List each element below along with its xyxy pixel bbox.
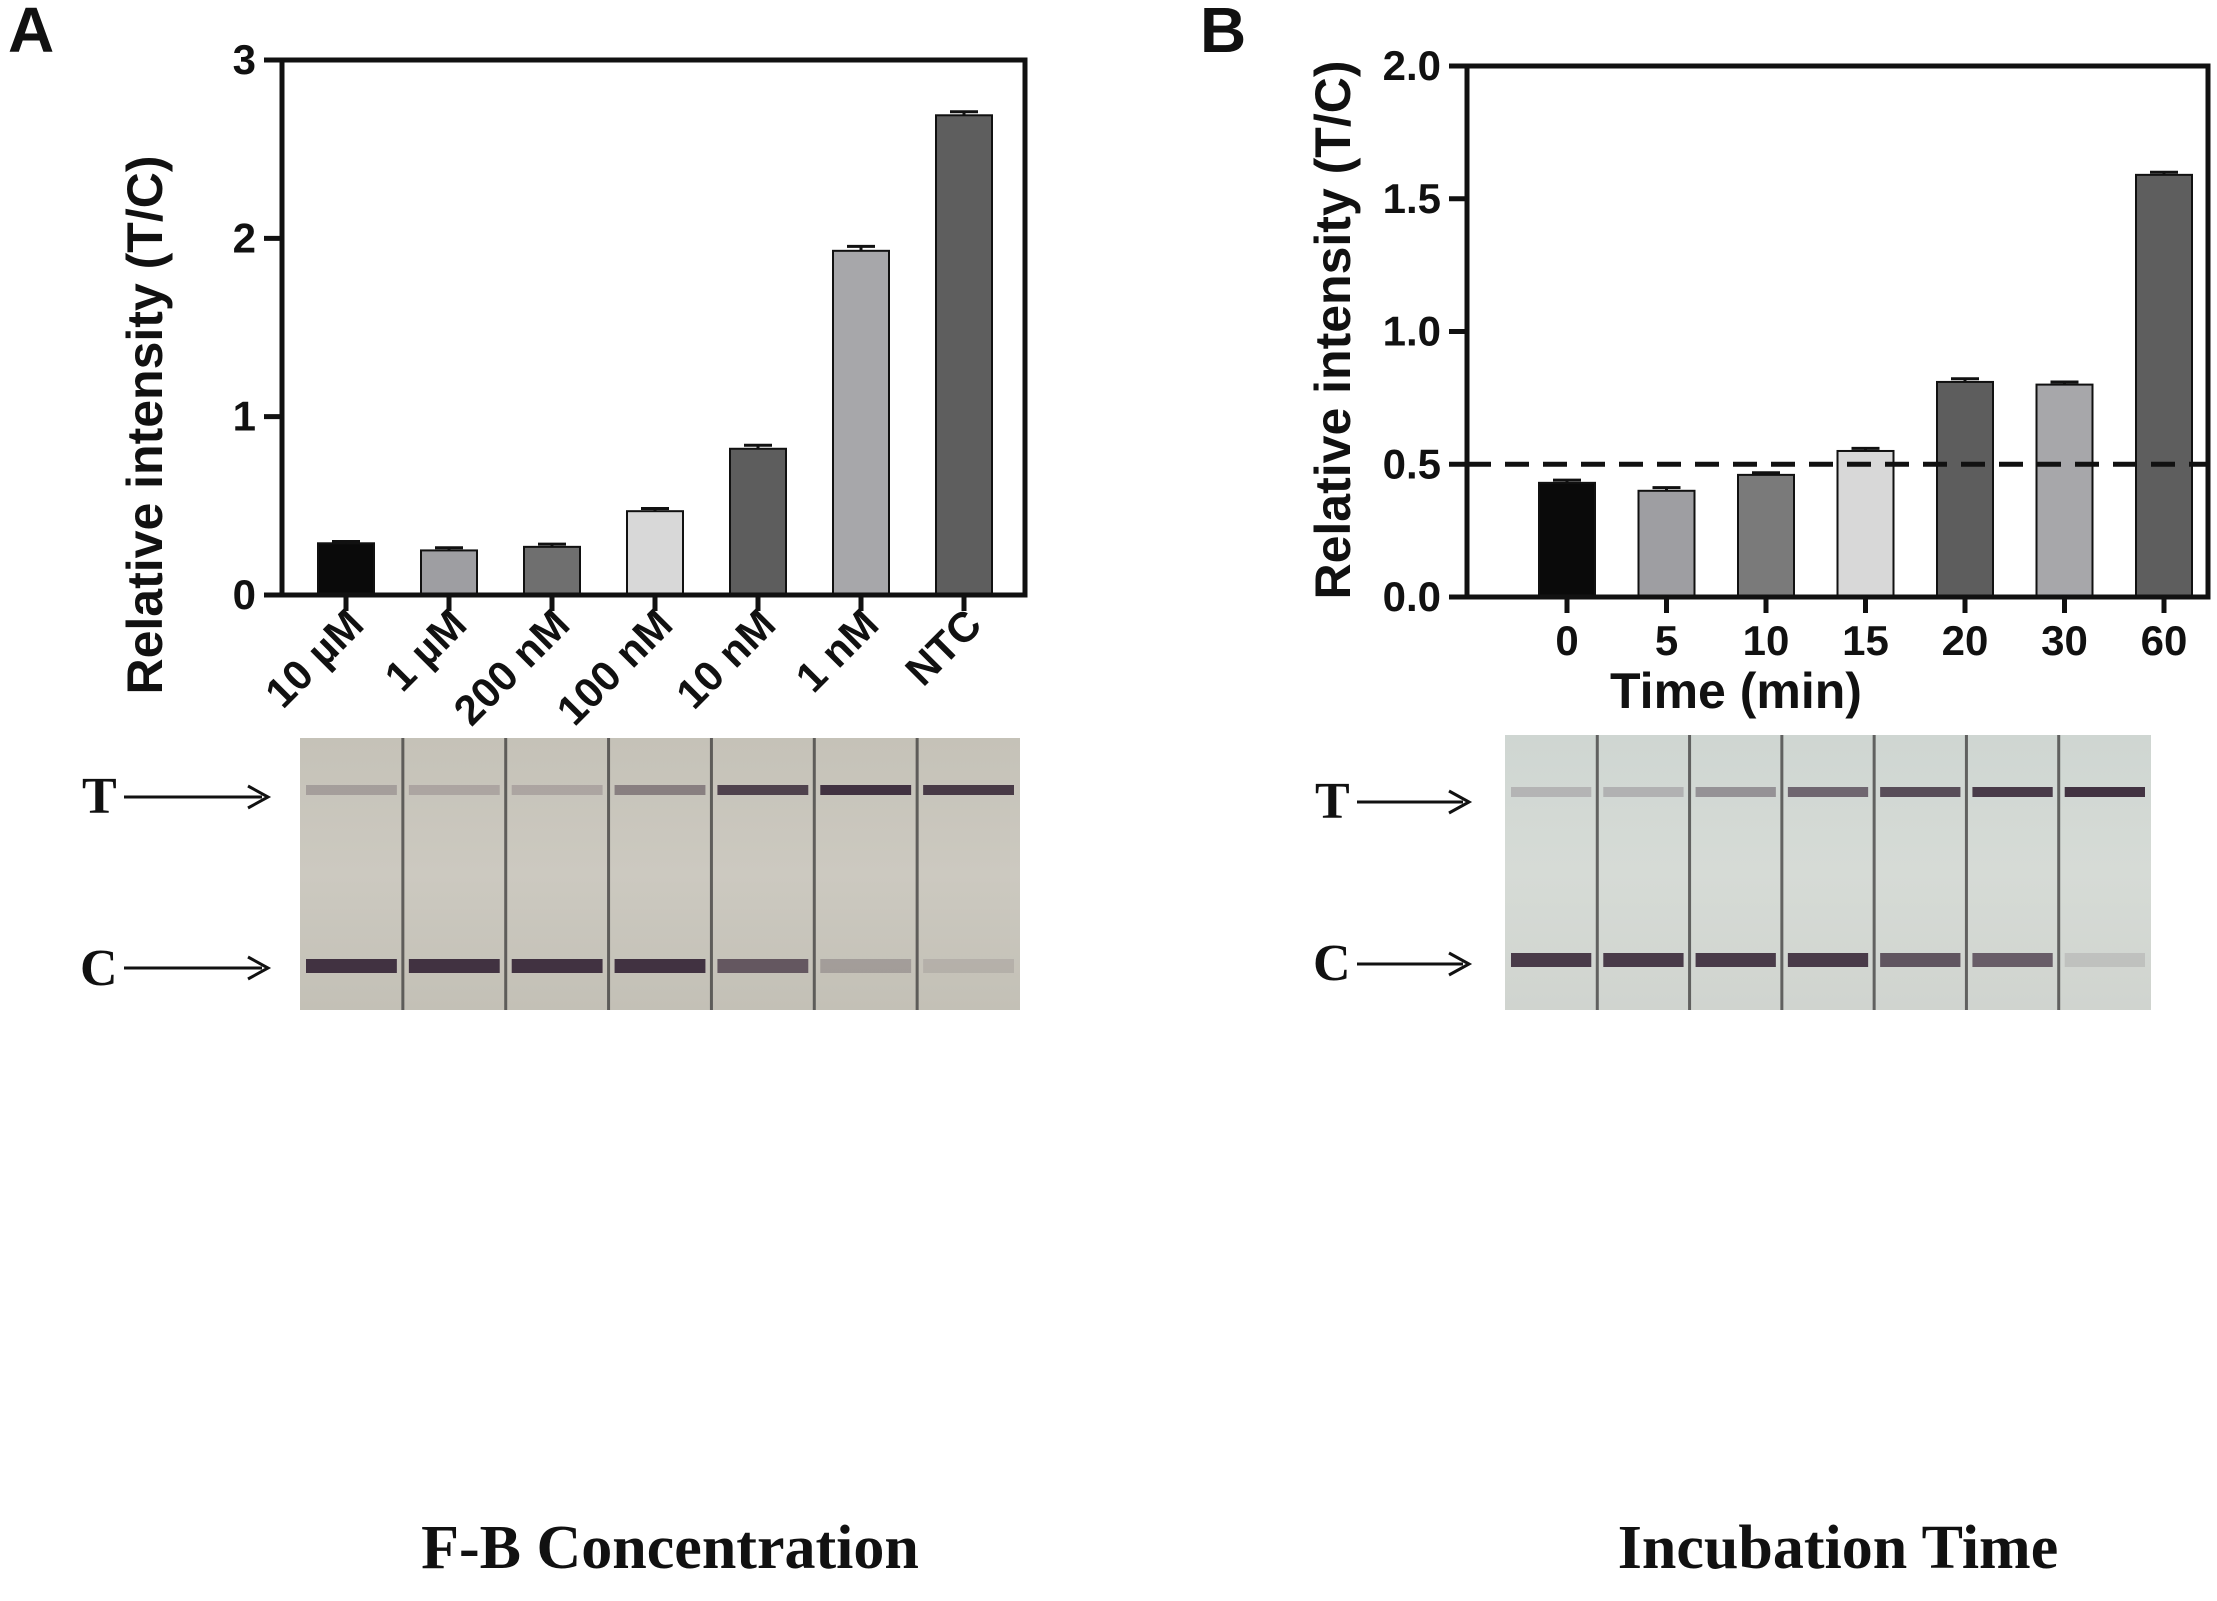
bar (1538, 481, 1596, 598)
bar (935, 114, 993, 597)
y-tick-label: 1 (233, 393, 256, 440)
t-band (1603, 787, 1684, 797)
chart-b-y-ticks: 0.0 0.5 1.0 1.5 2.0 (1383, 42, 1467, 620)
t-band (923, 785, 1014, 795)
t-band (408, 785, 500, 795)
c-band (614, 959, 706, 973)
bar (626, 510, 684, 596)
bar (1737, 473, 1795, 598)
chart-a: Relative intensity (T/C) 0 1 2 3 10 µM 1 µM2… (117, 36, 1028, 734)
bar (420, 549, 478, 597)
y-tick-label: 1.0 (1383, 308, 1441, 355)
bar (729, 447, 787, 596)
c-band (408, 959, 500, 973)
x-tick-label: 1 nM (786, 600, 887, 701)
bar (1637, 489, 1696, 598)
chart-a-frame (279, 57, 1028, 598)
x-tick-label: 15 (1842, 617, 1889, 664)
c-band (923, 959, 1014, 973)
t-band (1787, 787, 1869, 797)
strip-a-c-label: C (80, 940, 118, 997)
t-band (1880, 787, 1961, 797)
x-tick-label: 10 nM (667, 600, 784, 717)
c-band (306, 959, 397, 973)
panel-b: B Relative intensity (T/C) 0.0 0.5 1.0 1.5 2… (1200, 0, 2211, 1582)
caption-a: F-B Concentration (421, 1514, 919, 1582)
c-band (1511, 953, 1592, 967)
y-tick-label: 0 (233, 571, 256, 618)
x-tick-label: 5 (1655, 617, 1678, 664)
y-tick-label: 0.0 (1383, 573, 1441, 620)
c-band (1695, 953, 1776, 967)
y-tick-label: 2.0 (1383, 42, 1441, 89)
c-band (511, 959, 603, 973)
c-band (820, 959, 912, 973)
t-band (306, 785, 397, 795)
strip-b-c-label: C (1313, 935, 1351, 992)
x-tick-label: 200 nM (444, 600, 578, 734)
c-band (1603, 953, 1684, 967)
panel-letter-b: B (1200, 0, 1246, 66)
x-tick-label: 20 (1942, 617, 1989, 664)
caption-b: Incubation Time (1618, 1514, 2058, 1582)
strip-a-c-arrow (124, 955, 272, 981)
t-band (2064, 787, 2145, 797)
bar (1836, 449, 1895, 598)
x-tick-label: 10 µM (256, 600, 372, 716)
t-band (614, 785, 706, 795)
t-band (1695, 787, 1776, 797)
chart-b-x-ticks: 0 5 10 15 20 30 60 (1555, 597, 2187, 664)
x-tick-label: NTC (896, 600, 990, 694)
y-tick-label: 1.5 (1383, 175, 1441, 222)
x-tick-label: 10 (1743, 617, 1790, 664)
x-tick-label: 0 (1555, 617, 1578, 664)
bar (317, 542, 375, 596)
x-tick-label: 30 (2041, 617, 2088, 664)
strip-b-c-arrow (1357, 951, 1473, 977)
chart-b-bars (1538, 170, 2193, 598)
chart-b-x-axis-label: Time (min) (1610, 663, 1862, 719)
c-band (1880, 953, 1961, 967)
chart-a-bars (317, 110, 993, 597)
c-band (1972, 953, 2053, 967)
x-tick-label: 60 (2141, 617, 2188, 664)
strip-b: T C (1313, 735, 2151, 1010)
y-tick-label: 2 (233, 214, 256, 261)
strip-a-bands (306, 738, 1014, 1010)
strip-b-t-arrow (1357, 789, 1473, 815)
bar (2035, 383, 2094, 598)
c-band (1787, 953, 1869, 967)
c-band (717, 959, 809, 973)
y-tick-label: 0.5 (1383, 440, 1441, 487)
panel-letter-a: A (8, 0, 54, 66)
strip-a-t-arrow (124, 784, 272, 810)
bar (523, 545, 581, 596)
x-tick-label: 100 nM (547, 600, 681, 734)
strip-b-image (1505, 735, 2151, 1010)
bar (2135, 173, 2193, 598)
t-band (820, 785, 912, 795)
chart-b-y-axis-label: Relative intensity (T/C) (1305, 61, 1361, 600)
strip-a-t-label: T (82, 768, 117, 825)
y-tick-label: 3 (233, 36, 256, 83)
chart-b-frame (1464, 63, 2211, 600)
chart-a-y-ticks: 0 1 2 3 (233, 36, 282, 618)
bar (832, 249, 890, 596)
t-band (717, 785, 809, 795)
c-band (2064, 953, 2145, 967)
t-band (511, 785, 603, 795)
chart-b: Relative intensity (T/C) 0.0 0.5 1.0 1.5 2.0… (1305, 42, 2211, 719)
chart-a-y-axis-label: Relative intensity (T/C) (117, 156, 173, 695)
strip-a: T C (80, 738, 1020, 1010)
strip-b-t-label: T (1315, 773, 1350, 830)
t-band (1972, 787, 2053, 797)
panel-a: A Relative intensity (T/C) 0 1 2 3 10 µM 1 µ… (8, 0, 1028, 1582)
bar (1936, 380, 1994, 598)
strip-b-bands (1511, 735, 2145, 1010)
t-band (1511, 787, 1592, 797)
